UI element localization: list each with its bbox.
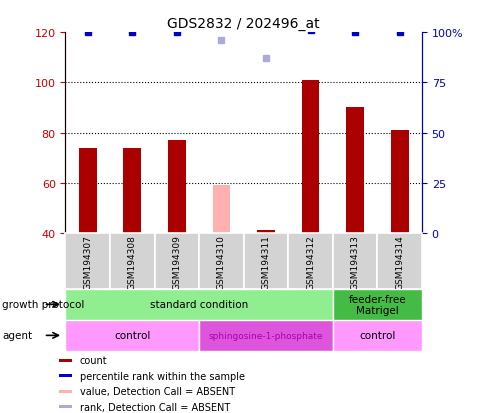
Bar: [332, 233, 377, 289]
Text: count: count: [79, 355, 107, 366]
Bar: [346, 108, 363, 233]
Bar: [79, 148, 96, 233]
Bar: [110, 233, 154, 289]
Bar: [60, 358, 72, 362]
Bar: [332, 289, 421, 320]
Text: GSM194309: GSM194309: [172, 235, 181, 290]
Bar: [65, 320, 199, 351]
Bar: [199, 320, 332, 351]
Text: GSM194314: GSM194314: [394, 235, 403, 290]
Bar: [243, 233, 287, 289]
Bar: [377, 233, 421, 289]
Text: control: control: [114, 330, 150, 341]
Bar: [257, 231, 274, 233]
Text: sphingosine-1-phosphate: sphingosine-1-phosphate: [208, 331, 322, 340]
Text: feeder-free
Matrigel: feeder-free Matrigel: [348, 294, 406, 316]
Bar: [154, 233, 199, 289]
Text: GSM194310: GSM194310: [216, 235, 226, 290]
Text: standard condition: standard condition: [150, 299, 248, 310]
Text: GSM194307: GSM194307: [83, 235, 92, 290]
Bar: [60, 389, 72, 393]
Bar: [287, 233, 332, 289]
Title: GDS2832 / 202496_at: GDS2832 / 202496_at: [167, 17, 319, 31]
Bar: [199, 233, 243, 289]
Bar: [65, 289, 332, 320]
Bar: [301, 81, 319, 233]
Text: GSM194308: GSM194308: [128, 235, 136, 290]
Bar: [212, 186, 230, 233]
Bar: [123, 148, 141, 233]
Text: GSM194313: GSM194313: [350, 235, 359, 290]
Bar: [167, 141, 185, 233]
Bar: [65, 233, 110, 289]
Text: GSM194311: GSM194311: [261, 235, 270, 290]
Text: growth protocol: growth protocol: [2, 299, 85, 310]
Text: GSM194312: GSM194312: [305, 235, 315, 290]
Bar: [60, 374, 72, 377]
Bar: [332, 320, 421, 351]
Text: rank, Detection Call = ABSENT: rank, Detection Call = ABSENT: [79, 402, 229, 412]
Text: control: control: [359, 330, 395, 341]
Text: value, Detection Call = ABSENT: value, Detection Call = ABSENT: [79, 386, 234, 396]
Text: percentile rank within the sample: percentile rank within the sample: [79, 371, 244, 381]
Bar: [390, 131, 408, 233]
Bar: [60, 405, 72, 408]
Text: agent: agent: [2, 330, 32, 341]
